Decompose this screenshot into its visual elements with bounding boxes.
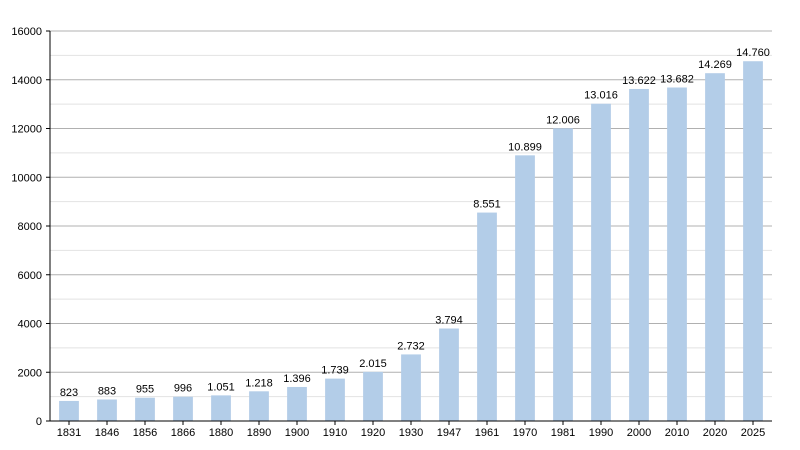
x-tick-label: 1961 <box>475 427 499 439</box>
data-label: 14.760 <box>736 47 770 59</box>
y-tick-label: 10000 <box>11 172 42 184</box>
x-tick-label: 1846 <box>95 427 119 439</box>
bar <box>401 354 421 421</box>
data-label: 996 <box>174 383 192 395</box>
axes <box>46 30 772 425</box>
y-tick-label: 0 <box>36 416 42 428</box>
data-label: 3.794 <box>435 315 463 327</box>
bar <box>515 155 535 422</box>
y-tick-label: 14000 <box>11 75 42 87</box>
x-tick-label: 1856 <box>133 427 157 439</box>
bar <box>173 396 193 421</box>
data-label: 1.051 <box>207 381 235 393</box>
y-tick-label: 6000 <box>18 270 42 282</box>
x-tick-label: 1947 <box>437 427 461 439</box>
data-label: 2.732 <box>397 340 425 352</box>
bar <box>667 87 687 421</box>
data-label: 2.015 <box>359 358 387 370</box>
x-tick-label: 1970 <box>513 427 537 439</box>
labels: 0 2000 4000 6000 8000 10000 12000 14000 16000 823… <box>11 26 769 439</box>
data-label: 955 <box>136 384 154 396</box>
bar <box>287 386 307 421</box>
y-tick-label: 16000 <box>11 26 42 38</box>
data-label: 10.899 <box>508 141 542 153</box>
x-tick-label: 1910 <box>323 427 347 439</box>
bar <box>211 395 231 421</box>
data-label: 823 <box>60 387 78 399</box>
x-tick-label: 2020 <box>703 427 727 439</box>
x-tick-label: 1866 <box>171 427 195 439</box>
bar <box>135 397 155 421</box>
bar <box>591 103 611 422</box>
bar <box>363 371 383 421</box>
data-label: 14.269 <box>698 59 732 71</box>
bar <box>705 73 725 422</box>
data-label: 13.016 <box>584 90 618 102</box>
x-tick-label: 1930 <box>399 427 423 439</box>
x-tick-label: 1831 <box>57 427 81 439</box>
bar <box>439 328 459 421</box>
x-tick-label: 2010 <box>665 427 689 439</box>
data-label: 883 <box>98 385 116 397</box>
x-tick-label: 1981 <box>551 427 575 439</box>
data-label: 12.006 <box>546 114 580 126</box>
bar <box>249 391 269 421</box>
data-label: 13.682 <box>660 74 694 86</box>
bar <box>553 128 573 421</box>
bar <box>59 400 79 421</box>
data-label: 1.396 <box>283 373 311 385</box>
x-tick-label: 2025 <box>741 427 765 439</box>
data-label: 8.551 <box>473 199 501 211</box>
y-tick-label: 4000 <box>18 319 42 331</box>
bar <box>325 378 345 421</box>
x-tick-label: 1990 <box>589 427 613 439</box>
data-label: 1.218 <box>245 377 273 389</box>
bar <box>97 399 117 421</box>
bar <box>629 88 649 422</box>
bar <box>743 61 763 421</box>
x-tick-label: 2000 <box>627 427 651 439</box>
data-label: 13.622 <box>622 75 656 87</box>
x-tick-label: 1900 <box>285 427 309 439</box>
x-tick-label: 1920 <box>361 427 385 439</box>
data-label: 1.739 <box>321 365 349 377</box>
y-tick-label: 2000 <box>18 367 42 379</box>
y-tick-label: 8000 <box>18 221 42 233</box>
bar <box>477 212 497 421</box>
grid-lines <box>50 30 772 398</box>
y-tick-label: 12000 <box>11 124 42 136</box>
x-tick-label: 1890 <box>247 427 271 439</box>
x-tick-label: 1880 <box>209 427 233 439</box>
bars <box>59 61 763 422</box>
